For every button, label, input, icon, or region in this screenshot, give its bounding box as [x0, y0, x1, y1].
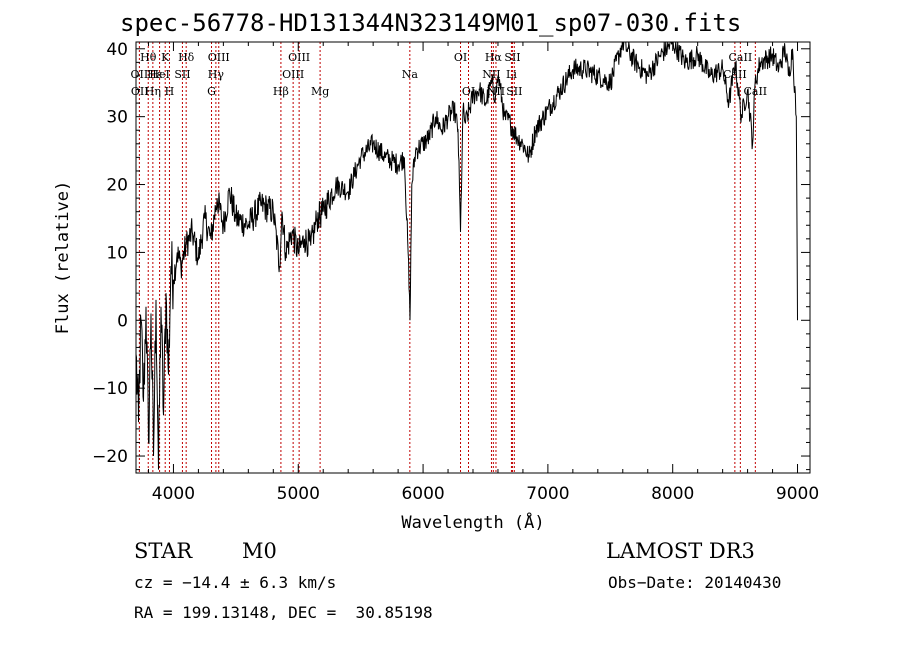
line-id-label: G	[207, 85, 216, 98]
x-tick-label: 7000	[526, 484, 569, 504]
y-tick-label: 30	[106, 108, 128, 128]
x-tick-label: 4000	[152, 484, 195, 504]
line-id-label: OII	[131, 68, 149, 81]
line-id-label: OI	[454, 51, 467, 64]
line-id-label: Hη	[145, 85, 161, 98]
line-id-label: Hα	[485, 51, 503, 64]
line-id-label: Hβ	[273, 85, 289, 98]
y-tick-label: −20	[92, 447, 128, 467]
line-id-label: OII	[131, 85, 149, 98]
line-id-label: SII	[504, 51, 520, 64]
y-tick-label: −10	[92, 379, 128, 399]
line-id-label: K	[161, 51, 170, 64]
plot-frame	[135, 41, 811, 474]
line-id-label: Mg	[311, 85, 329, 98]
ra-dec: RA = 199.13148, DEC = 30.85198	[134, 603, 433, 622]
line-id-label: H	[165, 85, 175, 98]
survey-name: LAMOST DR3	[606, 539, 755, 563]
y-tick-label: 40	[106, 40, 128, 60]
line-id-label: CaII	[729, 51, 753, 64]
axes: 4000 5000 6000 7000 8000 9000 −20 −10 0 10 20 30 40	[92, 40, 819, 504]
line-id-label: NII	[487, 85, 505, 98]
x-axis-label: Wavelength (Å)	[401, 511, 544, 533]
redshift-cz: cz = −14.4 ± 6.3 km/s	[134, 573, 337, 592]
line-id-label: HeI	[149, 68, 169, 81]
line-id-label: OIII	[288, 51, 310, 64]
y-tick-label: 20	[106, 176, 128, 196]
object-class: STAR	[134, 539, 193, 563]
line-id-label: OIII	[208, 51, 230, 64]
x-tick-label: 5000	[277, 484, 320, 504]
line-id-label: NII	[482, 68, 500, 81]
line-id-label: SII	[174, 68, 190, 81]
x-tick-label: 8000	[651, 484, 694, 504]
y-tick-label: 10	[106, 243, 128, 263]
line-id-label: OI	[462, 85, 475, 98]
line-id-label: Na	[402, 68, 419, 81]
x-tick-label: 9000	[776, 484, 819, 504]
y-axis-label: Flux (relative)	[53, 181, 73, 335]
line-id-label: Hδ	[178, 51, 195, 64]
line-id-label: CaII	[743, 85, 767, 98]
object-subclass: M0	[242, 539, 277, 563]
line-id-label: Hθ	[140, 51, 157, 64]
line-id-label: Hγ	[208, 68, 225, 81]
line-id-label: CaII	[723, 68, 747, 81]
x-tick-label: 6000	[401, 484, 444, 504]
obs-date: Obs−Date: 20140430	[608, 573, 782, 592]
spectrum-line	[135, 41, 798, 470]
line-id-label: OIII	[282, 68, 304, 81]
line-id-label: Hε	[147, 68, 163, 81]
y-tick-label: 0	[117, 311, 128, 331]
chart-title: spec-56778-HD131344N323149M01_sp07-030.f…	[120, 9, 742, 37]
line-markers	[138, 42, 756, 473]
line-id-label: SII	[506, 85, 522, 98]
line-id-label: Li	[506, 68, 517, 81]
